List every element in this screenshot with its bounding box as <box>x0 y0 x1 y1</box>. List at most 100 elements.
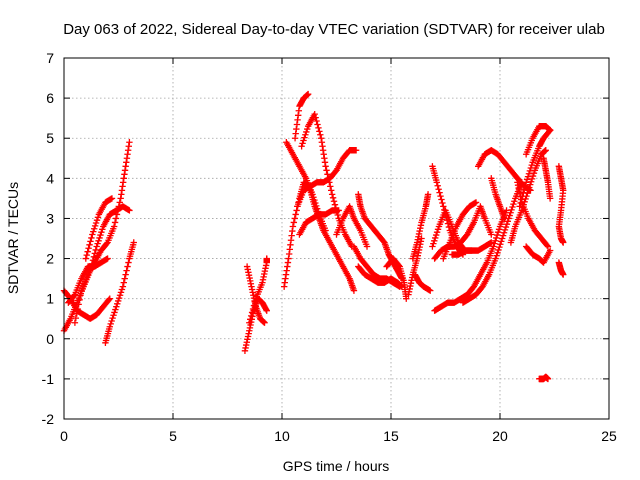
plus-marker <box>528 161 535 169</box>
plus-marker <box>424 191 432 198</box>
plus-marker <box>292 211 299 218</box>
series-arc-f6 <box>514 179 552 250</box>
plus-marker <box>488 239 495 246</box>
plus-marker <box>300 137 307 144</box>
plus-marker <box>93 243 100 250</box>
plus-marker <box>118 286 126 293</box>
plus-marker <box>329 194 337 202</box>
y-tick-label: -2 <box>42 411 55 427</box>
plus-marker <box>488 231 495 238</box>
plus-marker <box>523 176 531 183</box>
series-arc-f5 <box>522 122 554 158</box>
plus-marker <box>438 196 445 203</box>
plus-marker <box>527 181 534 188</box>
plus-marker <box>508 206 515 214</box>
plus-marker <box>546 127 554 134</box>
plus-marker <box>503 220 511 228</box>
plus-marker <box>130 239 137 246</box>
plus-marker <box>289 223 297 230</box>
plus-marker <box>114 300 121 308</box>
plus-marker <box>73 310 80 317</box>
plus-marker <box>496 243 503 251</box>
plus-marker <box>498 238 505 245</box>
plus-marker <box>112 215 120 222</box>
plus-marker <box>437 192 444 200</box>
plus-marker <box>427 287 434 294</box>
series-arc-c2 <box>291 90 312 142</box>
x-tick-label: 10 <box>274 428 290 444</box>
plus-marker <box>86 241 93 249</box>
chart-title: Day 063 of 2022, Sidereal Day-to-day VTE… <box>63 21 605 38</box>
plus-marker <box>506 212 513 219</box>
plus-marker <box>120 279 127 286</box>
plus-marker <box>87 238 94 245</box>
plus-marker <box>430 240 437 247</box>
plus-marker <box>328 187 335 194</box>
plus-marker <box>121 275 128 282</box>
plus-marker <box>501 215 508 222</box>
plus-marker <box>327 183 334 190</box>
plus-marker <box>544 243 552 250</box>
plus-marker <box>524 173 532 180</box>
plus-marker <box>316 128 323 135</box>
plus-marker <box>93 216 101 224</box>
plus-marker <box>98 228 105 236</box>
plus-marker <box>108 195 116 202</box>
plus-marker <box>108 317 115 325</box>
plus-marker <box>95 237 102 244</box>
plus-marker <box>103 240 110 247</box>
series-arc-e5 <box>448 239 495 258</box>
plus-marker <box>309 191 316 198</box>
x-tick-label: 25 <box>601 428 617 444</box>
plus-marker <box>431 237 438 244</box>
plus-marker <box>435 186 442 193</box>
series-arc-a4 <box>82 195 116 262</box>
x-tick-label: 15 <box>383 428 399 444</box>
plus-marker <box>492 255 499 262</box>
plus-marker <box>304 90 312 98</box>
series-arc-e7 <box>459 179 525 306</box>
plus-marker <box>495 226 503 233</box>
plus-marker <box>91 222 99 230</box>
plus-marker <box>510 200 517 208</box>
plus-marker <box>301 134 308 141</box>
plus-marker <box>251 298 259 306</box>
plus-marker <box>433 179 440 186</box>
plus-marker <box>429 243 436 250</box>
plus-marker <box>440 203 447 210</box>
plus-marker <box>75 301 82 308</box>
series-arc-b3 <box>246 255 270 326</box>
plus-marker <box>434 226 442 233</box>
plus-marker <box>99 226 106 233</box>
plus-marker <box>493 234 500 242</box>
plus-marker <box>70 292 78 300</box>
series-arc-e4 <box>440 199 480 262</box>
plus-marker <box>522 182 529 189</box>
series-arc-c5 <box>294 147 360 210</box>
plus-marker <box>526 184 533 191</box>
plus-marker <box>126 139 133 146</box>
plus-marker <box>263 255 270 262</box>
plus-marker <box>96 234 103 242</box>
plus-marker <box>113 211 121 218</box>
plus-marker <box>105 296 113 304</box>
plus-marker <box>494 249 501 257</box>
plus-marker <box>112 306 119 313</box>
plus-marker <box>110 312 117 319</box>
x-tick-label: 0 <box>60 428 68 444</box>
data-marks <box>60 90 567 383</box>
plus-marker <box>403 295 410 302</box>
plus-marker <box>92 219 100 227</box>
plus-marker <box>363 243 371 250</box>
plus-marker <box>313 117 320 125</box>
series-arc-d7 <box>411 271 434 294</box>
plus-marker <box>304 125 311 133</box>
plus-marker <box>498 235 506 242</box>
plus-marker <box>250 302 258 309</box>
plus-marker <box>115 294 123 302</box>
plus-marker <box>249 305 257 313</box>
plus-marker <box>493 252 500 259</box>
plus-marker <box>331 201 339 208</box>
plus-marker <box>439 199 446 207</box>
